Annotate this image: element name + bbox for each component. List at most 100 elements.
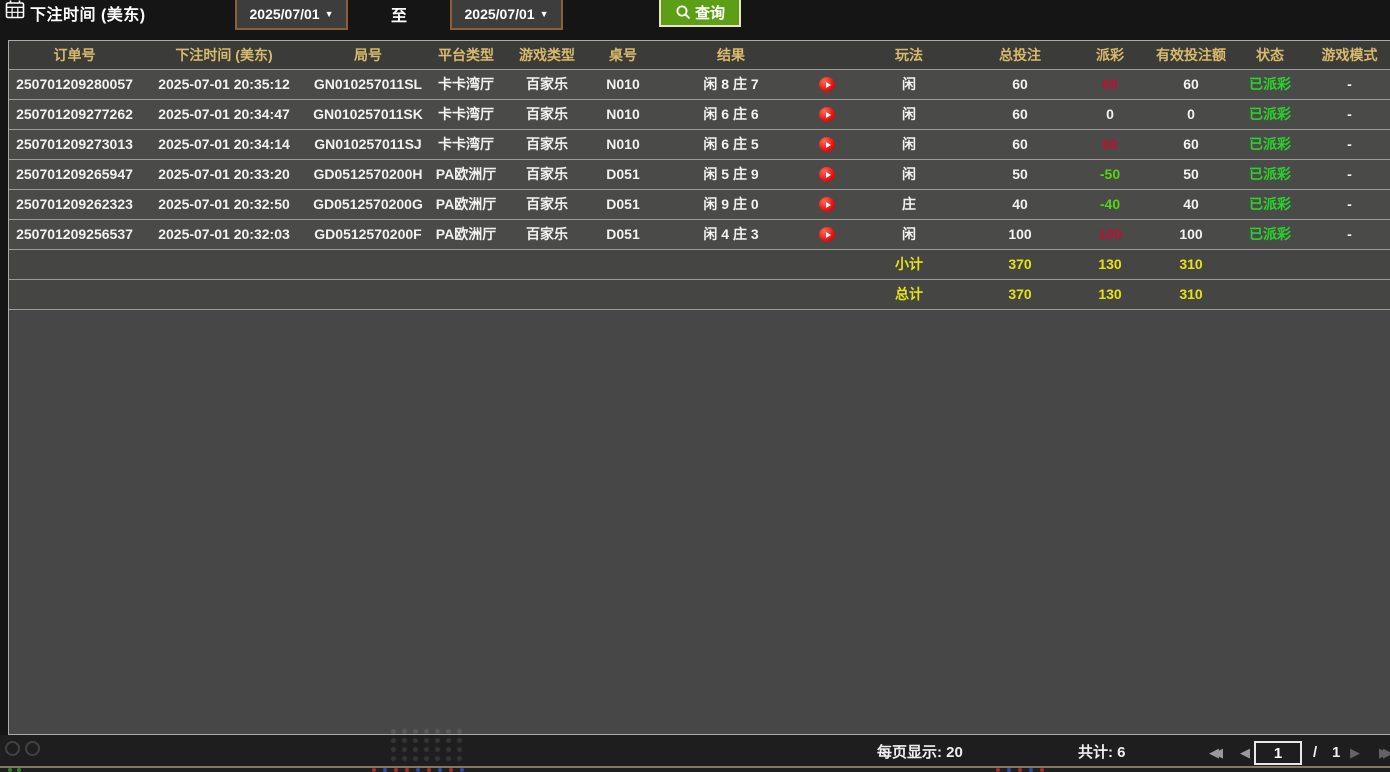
order-id-cell: 250701209262323 xyxy=(9,189,140,220)
column-header-game-mode: 游戏模式 xyxy=(1308,41,1390,70)
game-type-cell: 百家乐 xyxy=(504,129,590,160)
date-to-select[interactable]: 2025/07/01 ▼ xyxy=(450,0,563,30)
payout-cell: 0 xyxy=(1070,99,1150,130)
order-id-cell: 250701209265947 xyxy=(9,159,140,190)
replay-play-icon[interactable] xyxy=(819,107,835,123)
order-id-cell: 250701209280057 xyxy=(9,69,140,100)
game-mode-cell: - xyxy=(1308,69,1390,100)
replay-cell xyxy=(806,189,848,220)
background-bleed-dot xyxy=(372,768,376,772)
bet-time-cell: 2025-07-01 20:33:20 xyxy=(140,159,308,190)
play-cell: 庄 xyxy=(848,189,970,220)
table-row: 250701209273013 2025-07-01 20:34:14 GN0102… xyxy=(9,129,1390,160)
round-id-cell: GN010257011SL xyxy=(308,69,428,100)
total-bet-cell: 60 xyxy=(970,99,1070,130)
date-from-select[interactable]: 2025/07/01 ▼ xyxy=(235,0,348,30)
play-triangle-icon xyxy=(825,141,831,148)
background-bleed-dot xyxy=(383,768,387,772)
game-mode-cell: - xyxy=(1308,219,1390,250)
page-input[interactable] xyxy=(1254,741,1302,765)
platform-cell: 卡卡湾厅 xyxy=(428,129,504,160)
valid-bet-cell: 40 xyxy=(1150,189,1232,220)
bet-time-cell: 2025-07-01 20:35:12 xyxy=(140,69,308,100)
background-bleed-dot xyxy=(405,768,409,772)
result-cell: 闲 6 庄 5 xyxy=(656,129,806,160)
first-page-button[interactable]: ◀◀ xyxy=(1209,745,1223,760)
play-cell: 闲 xyxy=(848,129,970,160)
round-id-cell: GD0512570200F xyxy=(308,219,428,250)
column-header-platform: 平台类型 xyxy=(428,41,504,70)
payout-cell: -50 xyxy=(1070,159,1150,190)
valid-bet-cell: 0 xyxy=(1150,99,1232,130)
date-to-value: 2025/07/01 xyxy=(464,5,535,22)
table-no-cell: N010 xyxy=(590,129,656,160)
background-bleed-dot xyxy=(394,768,398,772)
table-no-cell: D051 xyxy=(590,219,656,250)
bet-time-filter-label: 下注时间 (美东) xyxy=(30,7,146,24)
replay-play-icon[interactable] xyxy=(819,77,835,93)
query-button[interactable]: 查询 xyxy=(659,0,741,27)
bet-time-cell: 2025-07-01 20:32:03 xyxy=(140,219,308,250)
table-row: 250701209277262 2025-07-01 20:34:47 GN0102… xyxy=(9,99,1390,130)
subtotal-label: 小计 xyxy=(848,249,970,280)
result-cell: 闲 5 庄 9 xyxy=(656,159,806,190)
platform-cell: PA欧洲厅 xyxy=(428,219,504,250)
next-page-button[interactable]: ▶ xyxy=(1350,745,1360,760)
status-cell: 已派彩 xyxy=(1232,69,1308,100)
valid-bet-cell: 100 xyxy=(1150,219,1232,250)
table-no-cell: N010 xyxy=(590,69,656,100)
page-separator: / xyxy=(1313,744,1318,761)
play-triangle-icon xyxy=(825,111,831,118)
caret-down-icon: ▼ xyxy=(539,8,549,19)
table-row: 250701209280057 2025-07-01 20:35:12 GN0102… xyxy=(9,69,1390,100)
search-icon xyxy=(675,4,692,21)
background-bleed-dot xyxy=(438,768,442,772)
background-bleed-dot xyxy=(460,768,464,772)
column-header-bet-time: 下注时间 (美东) xyxy=(140,41,308,70)
replay-play-icon[interactable] xyxy=(819,197,835,213)
subtotal-valid-bet: 310 xyxy=(1150,249,1232,280)
play-cell: 闲 xyxy=(848,99,970,130)
status-cell: 已派彩 xyxy=(1232,189,1308,220)
result-cell: 闲 8 庄 7 xyxy=(656,69,806,100)
last-page-button[interactable]: ▶▶ xyxy=(1379,745,1390,760)
prev-page-button[interactable]: ◀ xyxy=(1240,745,1250,760)
table-header-row: 订单号 下注时间 (美东) 局号 平台类型 游戏类型 桌号 结果 玩法 总投注 … xyxy=(9,41,1390,70)
total-bet-cell: 60 xyxy=(970,129,1070,160)
payout-cell: 60 xyxy=(1070,129,1150,160)
round-id-cell: GN010257011SJ xyxy=(308,129,428,160)
valid-bet-cell: 60 xyxy=(1150,69,1232,100)
total-bet-cell: 40 xyxy=(970,189,1070,220)
total-row: 总计 370 130 310 xyxy=(9,279,1390,310)
replay-cell xyxy=(806,69,848,100)
filter-toolbar: 下注时间 (美东) 2025/07/01 ▼ 至 2025/07/01 ▼ 查询 xyxy=(0,0,1390,40)
subtotal-payout: 130 xyxy=(1070,249,1150,280)
round-id-cell: GD0512570200H xyxy=(308,159,428,190)
total-total-bet: 370 xyxy=(970,279,1070,310)
background-bleed-dot xyxy=(1040,768,1044,772)
background-bleed-dot xyxy=(1029,768,1033,772)
payout-cell: 100 xyxy=(1070,219,1150,250)
bet-time-cell: 2025-07-01 20:34:14 xyxy=(140,129,308,160)
status-cell: 已派彩 xyxy=(1232,219,1308,250)
platform-cell: 卡卡湾厅 xyxy=(428,69,504,100)
replay-cell xyxy=(806,159,848,190)
replay-play-icon[interactable] xyxy=(819,137,835,153)
status-cell: 已派彩 xyxy=(1232,129,1308,160)
game-mode-cell: - xyxy=(1308,159,1390,190)
caret-down-icon: ▼ xyxy=(324,8,334,19)
background-bleed-dot xyxy=(427,768,431,772)
column-header-game-type: 游戏类型 xyxy=(504,41,590,70)
total-payout: 130 xyxy=(1070,279,1150,310)
table-no-cell: N010 xyxy=(590,99,656,130)
replay-cell xyxy=(806,99,848,130)
subtotal-spacer xyxy=(9,249,848,280)
replay-play-icon[interactable] xyxy=(819,227,835,243)
date-from-value: 2025/07/01 xyxy=(249,5,320,22)
background-bleed-dot xyxy=(17,768,21,772)
replay-play-icon[interactable] xyxy=(819,167,835,183)
round-id-cell: GN010257011SK xyxy=(308,99,428,130)
play-triangle-icon xyxy=(825,81,831,88)
table-row: 250701209265947 2025-07-01 20:33:20 GD0512… xyxy=(9,159,1390,190)
background-bleed-dot xyxy=(1007,768,1011,772)
